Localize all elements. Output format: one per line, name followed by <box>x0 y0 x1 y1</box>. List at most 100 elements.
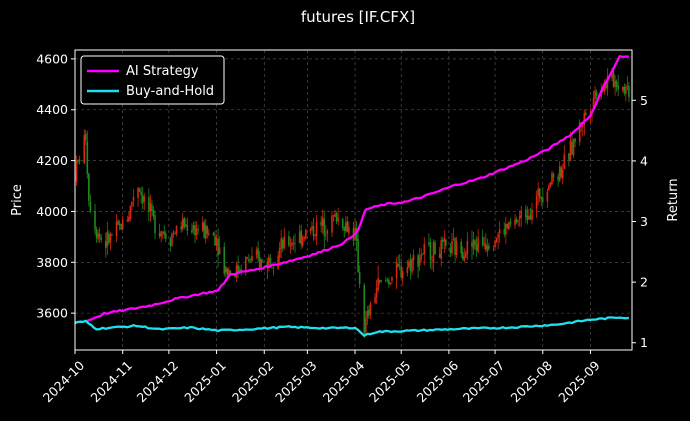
candle-body <box>109 234 112 243</box>
candle-body <box>118 224 121 226</box>
y-left-tick-label: 4200 <box>36 153 68 168</box>
candle-body <box>226 268 229 275</box>
candle-body <box>311 226 313 230</box>
candle-body <box>335 213 338 222</box>
candle-body <box>281 239 284 249</box>
candle-body <box>429 242 432 261</box>
candle-body <box>366 310 369 319</box>
candle-body <box>440 240 443 259</box>
candle-body <box>111 234 113 236</box>
candle-body <box>581 125 584 128</box>
candle-body <box>541 197 544 202</box>
candle-body <box>612 71 615 87</box>
candle-body <box>325 235 327 237</box>
candle-body <box>421 253 424 255</box>
candle-body <box>452 239 455 241</box>
candle-body <box>203 222 206 239</box>
candle-body <box>132 196 135 201</box>
candle-body <box>244 257 247 271</box>
candle-body <box>321 217 324 226</box>
candle-body <box>401 271 404 279</box>
candle-body <box>224 266 227 273</box>
candle-body <box>291 242 293 246</box>
candle-body <box>334 213 336 217</box>
candle-body <box>585 112 587 115</box>
candle-body <box>289 244 292 247</box>
candle-body <box>569 140 572 162</box>
candle-body <box>174 233 176 235</box>
candle-body <box>269 258 272 263</box>
candle-body <box>154 215 156 234</box>
candle-body <box>323 219 326 236</box>
candle-body <box>305 229 307 240</box>
candle-body <box>423 244 426 254</box>
candle-body <box>75 160 78 182</box>
candle-body <box>483 243 486 245</box>
candle-body <box>549 182 552 186</box>
candle-body <box>151 204 153 212</box>
candle-body <box>518 215 521 219</box>
candle-body <box>578 122 581 142</box>
candle-body <box>341 219 344 228</box>
candle-body <box>365 318 367 333</box>
y-left-tick-label: 4000 <box>36 204 68 219</box>
candle-body <box>104 241 107 249</box>
candle-body <box>563 154 566 170</box>
candle-body <box>248 259 250 261</box>
candle-body <box>386 279 389 281</box>
candle-body <box>477 237 479 252</box>
legend-label-ai-strategy: AI Strategy <box>126 64 199 79</box>
candle-body <box>251 255 253 262</box>
candle-body <box>606 76 609 89</box>
candle-body <box>623 86 626 94</box>
candle-body <box>346 221 349 232</box>
candle-body <box>240 268 242 273</box>
candle-body <box>417 254 419 267</box>
candle-body <box>143 196 146 202</box>
candle-body <box>345 222 347 232</box>
candle-body <box>184 224 187 227</box>
candle-body <box>531 209 533 221</box>
candle-body <box>391 277 393 281</box>
candle-body <box>485 243 487 250</box>
candle-body <box>152 210 155 217</box>
candle-body <box>528 216 530 220</box>
candle-body <box>258 257 261 267</box>
candle-body <box>348 227 350 234</box>
candle-body <box>517 220 519 222</box>
candle-body <box>300 229 302 245</box>
candle-body <box>126 220 129 222</box>
candle-body <box>552 174 555 178</box>
candle-body <box>571 141 573 155</box>
candle-body <box>169 238 172 246</box>
candle-body <box>438 253 441 258</box>
y-right-tick-label: 3 <box>640 214 648 229</box>
candle-body <box>431 261 433 263</box>
candle-body <box>451 241 453 254</box>
candle-body <box>181 219 184 229</box>
candle-body <box>137 187 139 198</box>
candle-body <box>377 278 379 291</box>
candle-body <box>314 234 316 236</box>
y-left-tick-label: 3800 <box>36 255 68 270</box>
candle-body <box>192 225 195 231</box>
candle-body <box>95 229 98 238</box>
series-lines <box>75 55 630 337</box>
candle-body <box>298 231 301 243</box>
candle-body <box>474 240 476 245</box>
candle-body <box>455 241 458 255</box>
candle-body <box>561 169 564 179</box>
candle-body <box>614 80 616 88</box>
y-axis-left: 3600 3800 4000 4200 4400 4600 <box>36 51 75 321</box>
candle-body <box>481 236 484 246</box>
candle-body <box>540 197 543 200</box>
candle-body <box>520 210 523 218</box>
candle-body <box>309 229 312 232</box>
candle-body <box>560 167 563 178</box>
candle-body <box>303 237 306 239</box>
candle-body <box>115 221 118 236</box>
candle-body <box>164 233 167 239</box>
candle-body <box>400 266 402 278</box>
y-axis-right: 1 2 3 4 5 <box>632 93 648 350</box>
candle-body <box>595 91 598 96</box>
